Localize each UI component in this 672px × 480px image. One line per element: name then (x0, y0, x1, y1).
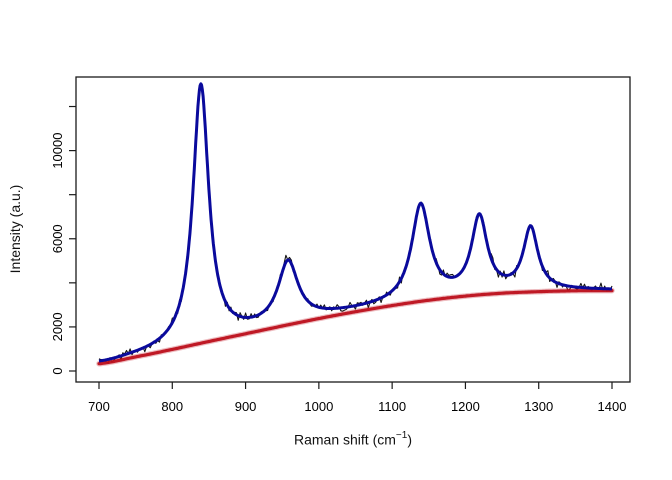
x-tick-label: 1200 (451, 399, 480, 414)
y-tick-label: 0 (50, 367, 65, 374)
y-axis-title: Intensity (a.u.) (7, 184, 23, 274)
x-tick-label: 1100 (378, 399, 406, 414)
x-tick-label: 1000 (304, 399, 333, 414)
x-axis-title-text: Raman shift (cm (294, 431, 396, 448)
x-tick-label: 1300 (524, 399, 553, 414)
baseline-glow (96, 287, 615, 367)
x-tick-label: 800 (161, 399, 183, 414)
x-tick-label: 900 (235, 399, 257, 414)
fitted-curve-line (98, 82, 613, 363)
raw-spectrum-line (98, 84, 613, 364)
y-tick-label: 2000 (50, 312, 65, 341)
x-tick-label: 1400 (598, 399, 627, 414)
y-tick-label: 6000 (50, 224, 65, 253)
baseline-line (97, 289, 614, 366)
x-tick-label: 700 (88, 399, 110, 414)
y-tick-label: 10000 (50, 133, 65, 169)
x-axis-title-close-paren: ) (407, 431, 412, 448)
x-axis-title-superscript: −1 (395, 430, 408, 441)
plot-box (75, 76, 631, 383)
x-axis-title: Raman shift (cm−1) (76, 430, 630, 448)
